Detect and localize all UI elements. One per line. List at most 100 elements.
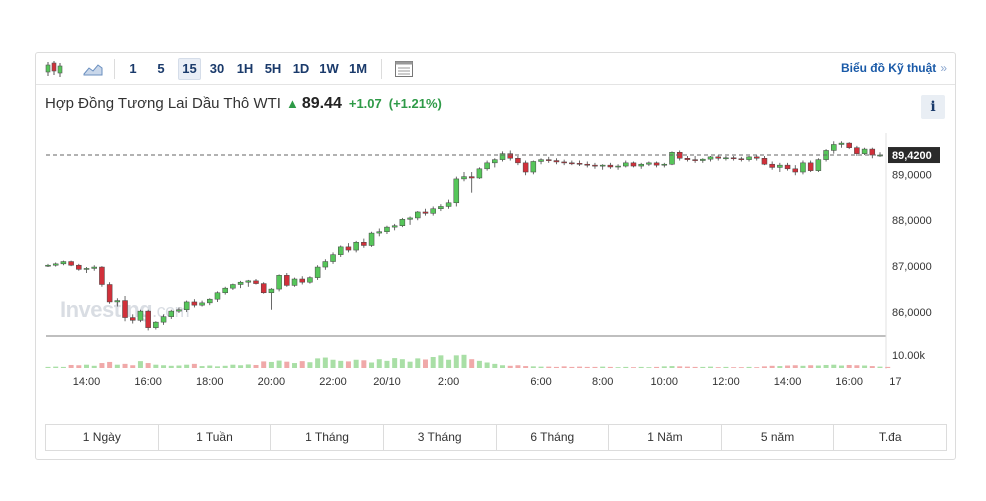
y-tick-label: 86,0000 bbox=[892, 307, 932, 319]
candle-body bbox=[553, 160, 560, 163]
candle-body bbox=[368, 232, 375, 246]
volume-bar bbox=[546, 366, 552, 368]
volume-bar bbox=[746, 366, 752, 368]
technical-chart-link[interactable]: Biểu đồ Kỹ thuật» bbox=[841, 61, 947, 75]
volume-bar bbox=[877, 366, 883, 368]
toolbar-separator bbox=[114, 59, 115, 79]
volume-bar bbox=[191, 363, 197, 368]
candle-body bbox=[145, 310, 151, 328]
volume-bar bbox=[84, 364, 90, 368]
volume-bar bbox=[738, 367, 744, 368]
volume-bar bbox=[438, 355, 444, 368]
candle-body bbox=[137, 310, 144, 321]
candle-body bbox=[831, 144, 837, 151]
candle-body bbox=[476, 168, 483, 179]
candle-body bbox=[91, 266, 97, 269]
range-1-month[interactable]: 1 Tháng bbox=[271, 425, 384, 450]
volume-bar bbox=[815, 365, 821, 368]
toolbar-separator bbox=[381, 59, 382, 79]
candle-body bbox=[561, 161, 567, 164]
volume-bar bbox=[446, 359, 452, 368]
candle-body bbox=[738, 158, 745, 160]
candle-body bbox=[761, 158, 768, 165]
candle-body bbox=[45, 264, 51, 267]
candle-body bbox=[230, 284, 236, 289]
interval-5h[interactable]: 5H bbox=[264, 61, 282, 76]
range-1-year[interactable]: 1 Năm bbox=[609, 425, 722, 450]
volume-bar bbox=[461, 354, 467, 368]
area-chart-icon[interactable] bbox=[81, 58, 105, 80]
candle-body bbox=[199, 302, 205, 306]
volume-bar bbox=[345, 361, 351, 368]
interval-1h[interactable]: 1H bbox=[236, 61, 254, 76]
candle-body bbox=[430, 208, 436, 214]
volume-bar bbox=[862, 365, 868, 368]
volume-bar bbox=[885, 366, 891, 368]
current-price-label: 89,4200 bbox=[892, 150, 932, 162]
candle-body bbox=[846, 142, 852, 148]
volume-bar bbox=[222, 365, 228, 368]
range-1-week[interactable]: 1 Tuần bbox=[159, 425, 272, 450]
candle-body bbox=[207, 298, 213, 304]
candle-body bbox=[422, 211, 429, 214]
interval-5[interactable]: 5 bbox=[157, 61, 165, 76]
price-chart[interactable]: 86,0000 87,0000 88,0000 89,0000 10.00k 89,420… bbox=[36, 53, 957, 393]
candle-body bbox=[700, 158, 706, 161]
info-button[interactable]: i bbox=[921, 95, 945, 119]
current-price-tag bbox=[888, 147, 940, 164]
candle-body bbox=[168, 310, 175, 317]
candle-body bbox=[76, 264, 82, 270]
candle-body bbox=[345, 246, 352, 251]
candlestick-icon[interactable] bbox=[42, 58, 66, 80]
volume-bar bbox=[68, 364, 74, 368]
volume-bar bbox=[615, 367, 621, 368]
price-change: +1.07 bbox=[348, 96, 382, 111]
candle-body bbox=[322, 261, 329, 268]
volume-bar bbox=[315, 358, 321, 368]
volume-bar bbox=[592, 366, 598, 368]
interval-1w[interactable]: 1W bbox=[319, 61, 339, 76]
range-6-month[interactable]: 6 Tháng bbox=[497, 425, 610, 450]
candle-body bbox=[623, 162, 629, 167]
volume-bar bbox=[384, 360, 390, 368]
interval-30[interactable]: 30 bbox=[209, 61, 225, 76]
interval-15[interactable]: 15 bbox=[178, 58, 201, 80]
candle-body bbox=[114, 300, 121, 303]
candle-body bbox=[461, 176, 467, 180]
candle-body bbox=[438, 206, 444, 209]
volume-bar bbox=[792, 365, 798, 368]
range-1-day[interactable]: 1 Ngày bbox=[46, 425, 159, 450]
range-3-month[interactable]: 3 Tháng bbox=[384, 425, 497, 450]
volume-bar bbox=[530, 366, 536, 368]
candle-body bbox=[222, 287, 228, 294]
range-5-year[interactable]: 5 năm bbox=[722, 425, 835, 450]
x-tick-label: 18:00 bbox=[196, 376, 224, 388]
candle-body bbox=[838, 142, 845, 145]
volume-bar bbox=[469, 359, 475, 368]
volume-bar bbox=[453, 355, 459, 368]
candle-body bbox=[777, 164, 783, 168]
volume-bar bbox=[646, 367, 652, 368]
candle-body bbox=[52, 263, 59, 266]
candle-body bbox=[684, 158, 691, 160]
panel-icon[interactable] bbox=[392, 58, 416, 80]
candle-body bbox=[468, 176, 475, 179]
volume-bar bbox=[654, 366, 660, 368]
candle-body bbox=[800, 162, 806, 173]
candle-body bbox=[284, 275, 290, 286]
candle-body bbox=[715, 156, 721, 159]
volume-bar bbox=[561, 366, 567, 368]
volume-bar bbox=[376, 359, 382, 368]
interval-1m[interactable]: 1M bbox=[348, 61, 368, 76]
candle-body bbox=[769, 163, 775, 168]
volume-label: 10.00k bbox=[892, 350, 926, 362]
watermark-main: Investing bbox=[60, 297, 153, 322]
y-tick-label: 88,0000 bbox=[892, 215, 932, 227]
interval-1[interactable]: 1 bbox=[129, 61, 137, 76]
range-max[interactable]: T.đa bbox=[878, 430, 902, 444]
x-tick-label: 22:00 bbox=[319, 376, 347, 388]
volume-bar bbox=[122, 363, 128, 368]
volume-bar bbox=[184, 364, 190, 368]
candle-body bbox=[376, 231, 383, 234]
interval-1d[interactable]: 1D bbox=[292, 61, 310, 76]
